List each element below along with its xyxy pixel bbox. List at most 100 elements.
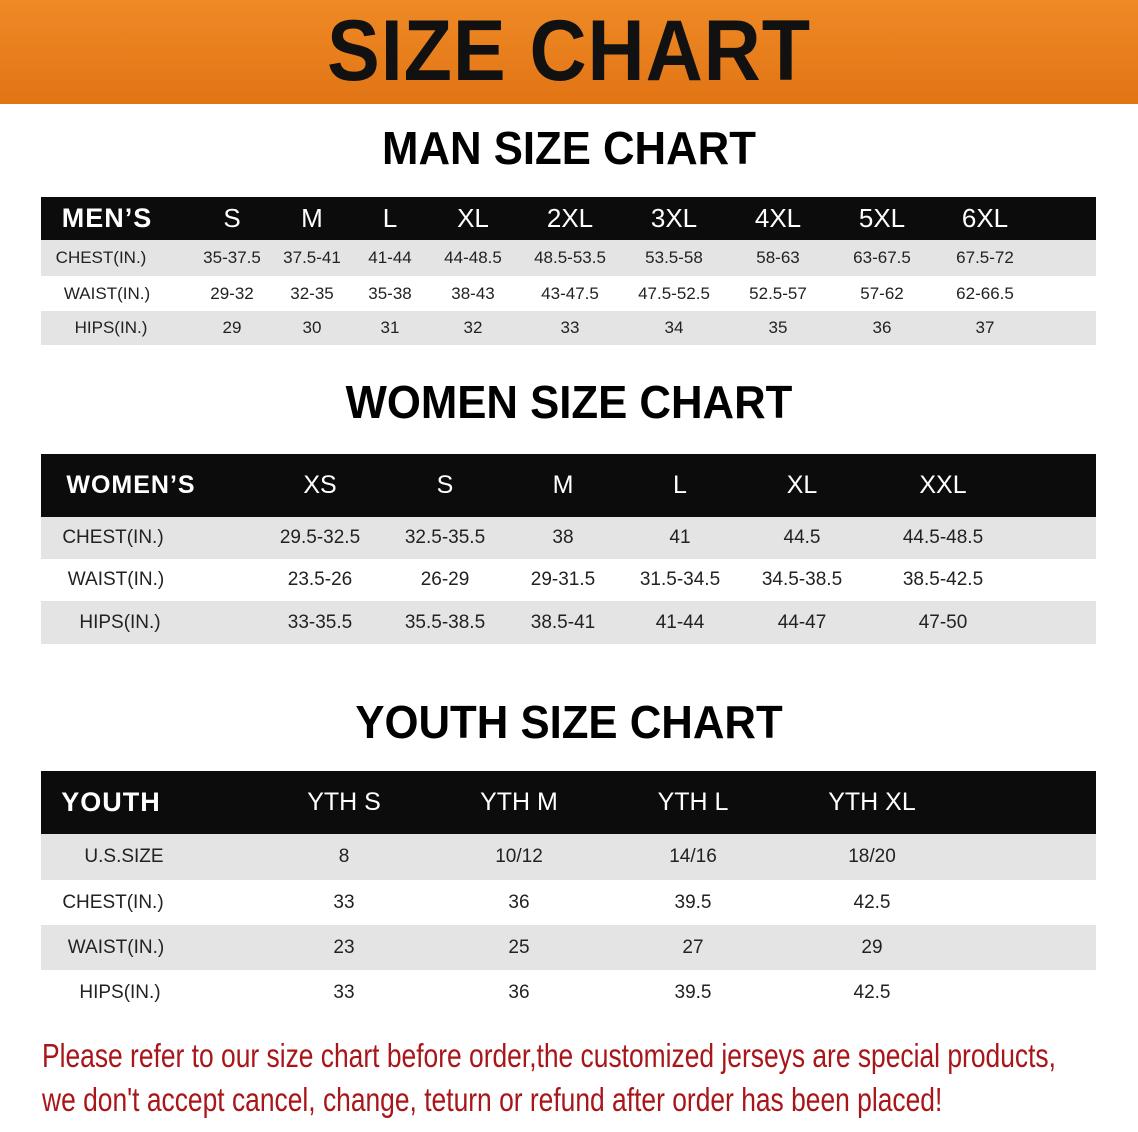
table-row: HIPS(IN.) 29 30 31 32 33 34 35 36 37 xyxy=(41,311,1096,345)
measurement-label: U.S.SIZE xyxy=(84,846,164,867)
measurement-label: HIPS(IN.) xyxy=(79,611,161,633)
women-section-title: WOMEN SIZE CHART xyxy=(345,376,793,428)
measurement-value: 25 xyxy=(508,936,530,958)
table-row: WAIST(IN.) 29-32 32-35 35-38 38-43 43-47.5 47.… xyxy=(41,276,1096,311)
measurement-value: 39.5 xyxy=(674,981,712,1003)
measurement-value: 43-47.5 xyxy=(541,283,599,303)
youth-section-title: YOUTH SIZE CHART xyxy=(355,696,783,748)
measurement-label: HIPS(IN.) xyxy=(79,981,161,1003)
size-chart-banner: SIZE CHART xyxy=(0,0,1138,104)
size-header-cell: 6XL xyxy=(961,203,1009,233)
youth-header-label: YOUTH xyxy=(61,787,161,817)
measurement-value: 36 xyxy=(508,891,530,913)
measurement-value: 32.5-35.5 xyxy=(404,527,486,548)
measurement-value: 47.5-52.5 xyxy=(638,283,710,303)
measurement-value: 35-37.5 xyxy=(203,248,261,267)
measurement-value: 63-67.5 xyxy=(853,248,911,267)
measurement-value: 39.5 xyxy=(674,891,712,913)
size-header-cell: 2XL xyxy=(546,203,594,233)
measurement-value: 41 xyxy=(669,527,691,548)
measurement-value: 23.5-26 xyxy=(287,569,353,590)
measurement-value: 42.5 xyxy=(853,981,891,1003)
measurement-value: 41-44 xyxy=(368,248,412,267)
men-size-table: MEN’S S M L XL 2XL 3XL 4XL 5XL 6XL CHEST(IN.) 35-37… xyxy=(41,197,1096,345)
size-header-cell: 4XL xyxy=(754,203,802,233)
measurement-value: 29 xyxy=(222,318,242,337)
measurement-value: 29-31.5 xyxy=(530,569,596,590)
measurement-value: 29-32 xyxy=(210,283,254,303)
measurement-value: 35 xyxy=(768,318,788,337)
measurement-value: 27 xyxy=(682,936,704,958)
measurement-value: 57-62 xyxy=(860,283,904,303)
measurement-value: 33 xyxy=(333,891,355,913)
measurement-value: 34.5-38.5 xyxy=(761,569,843,590)
measurement-value: 44.5 xyxy=(783,527,821,548)
measurement-value: 38.5-42.5 xyxy=(902,569,984,590)
measurement-value: 44.5-48.5 xyxy=(902,527,984,548)
measurement-value: 42.5 xyxy=(853,891,891,913)
measurement-value: 67.5-72 xyxy=(956,248,1014,267)
women-size-table: WOMEN’S XS S M L XL XXL CHEST(IN.) 29.5-32.5 32.5… xyxy=(41,454,1096,644)
table-row: CHEST(IN.) 35-37.5 37.5-41 41-44 44-48.5 48.5… xyxy=(41,240,1096,276)
table-row: U.S.SIZE 8 10/12 14/16 18/20 xyxy=(41,834,1096,880)
size-header-cell: M xyxy=(301,203,323,233)
measurement-value: 26-29 xyxy=(420,569,470,590)
table-row: WAIST(IN.) 23 25 27 29 xyxy=(41,925,1096,970)
measurement-value: 33-35.5 xyxy=(287,611,353,633)
measurement-value: 48.5-53.5 xyxy=(534,248,606,267)
size-header-cell: L xyxy=(382,203,398,233)
measurement-value: 32-35 xyxy=(290,283,334,303)
women-header-row: WOMEN’S XS S M L XL XXL xyxy=(41,454,1096,517)
table-row: WAIST(IN.) 23.5-26 26-29 29-31.5 31.5-34.5 34… xyxy=(41,559,1096,601)
measurement-value: 44-47 xyxy=(777,611,827,633)
measurement-value: 62-66.5 xyxy=(956,283,1014,303)
size-header-cell: S xyxy=(223,203,241,233)
men-header-label: MEN’S xyxy=(61,203,153,233)
measurement-value: 10/12 xyxy=(495,846,543,867)
measurement-label: CHEST(IN.) xyxy=(55,248,147,267)
measurement-value: 37 xyxy=(975,318,995,337)
measurement-value: 34 xyxy=(664,318,684,337)
measurement-value: 38 xyxy=(552,527,574,548)
measurement-label: CHEST(IN.) xyxy=(62,891,164,913)
measurement-value: 23 xyxy=(333,936,355,958)
measurement-value: 36 xyxy=(508,981,530,1003)
measurement-label: CHEST(IN.) xyxy=(62,527,164,548)
size-header-cell: XXL xyxy=(919,471,967,499)
table-row: CHEST(IN.) 29.5-32.5 32.5-35.5 38 41 44.5 44.5… xyxy=(41,517,1096,559)
measurement-value: 36 xyxy=(872,318,892,337)
measurement-value: 33 xyxy=(560,318,580,337)
measurement-value: 32 xyxy=(463,318,483,337)
banner-title: SIZE CHART xyxy=(327,3,811,99)
size-header-cell: 3XL xyxy=(650,203,698,233)
measurement-value: 31 xyxy=(380,318,400,337)
size-header-cell: YTH XL xyxy=(828,788,916,816)
size-header-cell: XL xyxy=(786,471,818,499)
size-header-cell: YTH S xyxy=(307,788,381,816)
women-header-label: WOMEN’S xyxy=(66,471,196,499)
measurement-value: 33 xyxy=(333,981,355,1003)
size-header-cell: XL xyxy=(457,203,489,233)
measurement-label: WAIST(IN.) xyxy=(67,569,165,590)
measurement-value: 18/20 xyxy=(848,846,896,867)
youth-size-table: YOUTH YTH S YTH M YTH L YTH XL U.S.SIZE 8 10/12… xyxy=(41,771,1096,1015)
measurement-value: 38-43 xyxy=(451,283,495,303)
men-section-title: MAN SIZE CHART xyxy=(382,122,756,174)
measurement-label: HIPS(IN.) xyxy=(74,318,148,337)
size-header-cell: XS xyxy=(303,471,337,499)
youth-header-row: YOUTH YTH S YTH M YTH L YTH XL xyxy=(41,771,1096,834)
measurement-value: 44-48.5 xyxy=(444,248,502,267)
measurement-value: 8 xyxy=(338,846,350,867)
size-header-cell: 5XL xyxy=(858,203,906,233)
measurement-value: 29.5-32.5 xyxy=(279,527,361,548)
measurement-value: 38.5-41 xyxy=(530,611,596,633)
notice-line-2: we don't accept cancel, change, teturn o… xyxy=(42,1081,943,1118)
measurement-value: 14/16 xyxy=(669,846,717,867)
size-header-cell: M xyxy=(552,471,574,499)
table-row: HIPS(IN.) 33 36 39.5 42.5 xyxy=(41,970,1096,1015)
measurement-value: 31.5-34.5 xyxy=(639,569,721,590)
measurement-value: 30 xyxy=(302,318,322,337)
measurement-value: 35.5-38.5 xyxy=(404,611,486,633)
measurement-value: 35-38 xyxy=(368,283,412,303)
men-header-row: MEN’S S M L XL 2XL 3XL 4XL 5XL 6XL xyxy=(41,197,1096,240)
